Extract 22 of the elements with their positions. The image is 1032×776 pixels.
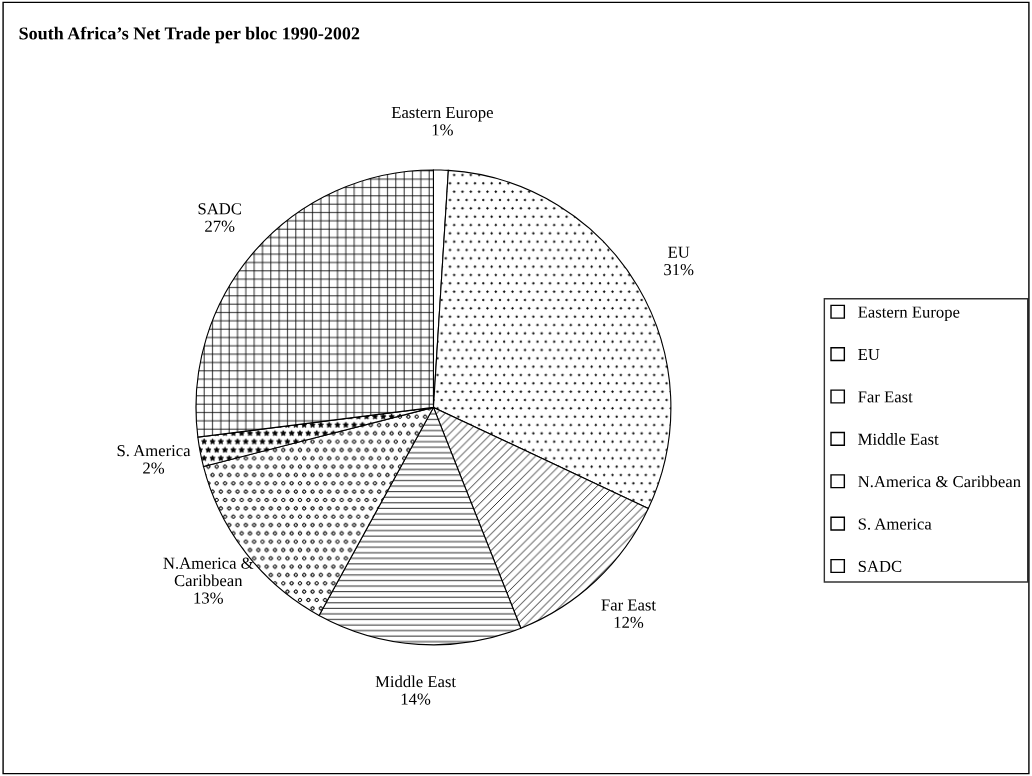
legend-label: S. America <box>858 518 932 530</box>
slice-label: Middle East <box>375 675 456 688</box>
slice-label: EU <box>668 246 690 258</box>
data-label: 12% <box>614 616 644 629</box>
legend-label: EU <box>858 349 880 361</box>
data-label: 27% <box>205 220 235 232</box>
data-label: 13% <box>194 592 223 604</box>
slice-label: Far East <box>601 599 656 611</box>
slice-label: SADC <box>198 203 242 215</box>
slice-label: N.America & Caribbean <box>163 557 254 587</box>
legend-label: Far East <box>858 391 913 403</box>
data-label: 2% <box>143 462 165 474</box>
legend-label: SADC <box>858 560 902 572</box>
slice-label: S. America <box>117 445 191 457</box>
legend-label: N.America & Caribbean <box>858 475 1021 488</box>
legend-label: Eastern Europe <box>858 306 960 322</box>
data-label: 14% <box>401 693 431 705</box>
slice-label: Eastern Europe <box>391 106 493 122</box>
legend-label: Middle East <box>858 433 939 445</box>
data-label: 31% <box>664 263 694 276</box>
chart-title: South Africa’s Net Trade per bloc 1990-2002 <box>19 26 360 44</box>
data-label: 1% <box>432 124 453 136</box>
